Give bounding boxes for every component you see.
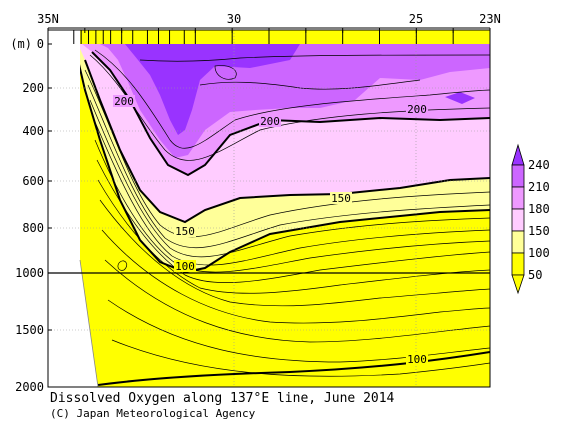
colorbar: 240 210 180 150 100 50 [511,143,550,295]
colorbar-label-150: 150 [528,224,550,238]
contour-label-150: 150 [175,225,195,238]
x-tick-25: 25 [409,12,423,26]
grid [48,30,490,387]
contour-label-200: 200 [260,115,280,128]
x-tick-30: 30 [227,12,241,26]
colorbar-top-arrow [511,143,525,166]
colorbar-segment [511,164,525,188]
y-ticks [48,43,52,331]
y-tick-600: 600 [22,174,44,188]
contour-label-200: 200 [114,95,134,108]
y-tick-200: 200 [22,81,44,95]
contour-label-150: 150 [331,192,351,205]
contour-label-100: 100 [175,260,195,273]
y-tick-1500: 1500 [15,323,44,337]
y-tick-400: 400 [22,124,44,138]
x-tick-23n: 23N [479,12,501,26]
colorbar-label-50: 50 [528,268,542,282]
colorbar-segment [511,208,525,232]
y-tick-1000: 1000 [15,266,44,280]
y-tick-800: 800 [22,221,44,235]
colorbar-segment [511,186,525,210]
contour-label-100: 100 [407,353,427,366]
colorbar-segment [511,252,525,276]
x-tick-35n: 35N [37,12,59,26]
colorbar-label-180: 180 [528,202,550,216]
colorbar-label-100: 100 [528,246,550,260]
region-above-240 [125,44,300,135]
y-axis-unit: (m) [10,37,32,51]
colorbar-bottom-arrow [511,274,525,295]
credit-text: (C) Japan Meteorological Agency [50,407,256,420]
colorbar-label-240: 240 [528,158,550,172]
no-data-wedge [48,30,98,387]
colorbar-label-210: 210 [528,180,550,194]
colorbar-segment [511,230,525,254]
y-tick-2000: 2000 [15,380,44,394]
chart-title: Dissolved Oxygen along 137°E line, June … [50,391,395,406]
top-axis [47,27,491,44]
contour-label-200: 200 [407,103,427,116]
region-above-240-patch [445,92,475,104]
thin-contours [84,49,490,377]
y-tick-0: 0 [37,37,44,51]
plot-area [48,30,490,387]
